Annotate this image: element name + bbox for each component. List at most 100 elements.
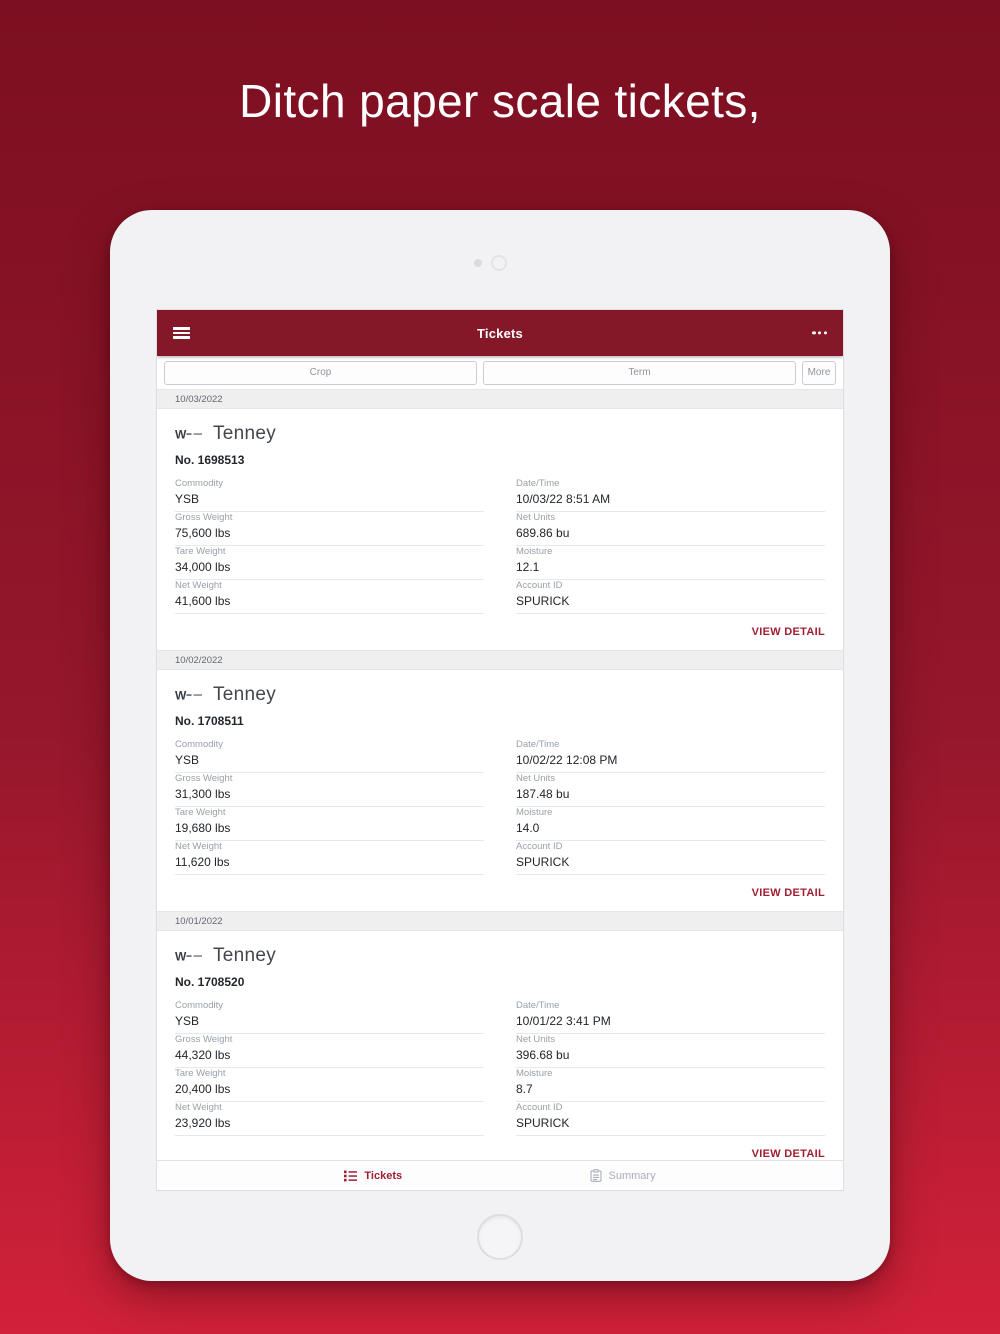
ticket-field: Moisture 14.0 bbox=[516, 807, 825, 841]
field-value: 19,680 lbs bbox=[175, 821, 484, 841]
field-label: Account ID bbox=[516, 841, 563, 852]
svg-text:W: W bbox=[175, 428, 187, 442]
ticket-fields: Commodity YSB Date/Time 10/01/22 3:41 PM… bbox=[175, 1000, 825, 1136]
ticket-card: W Tenney No. 1708511 Commodity YSB Date/… bbox=[157, 670, 843, 911]
field-label: Moisture bbox=[516, 807, 553, 818]
home-button[interactable] bbox=[477, 1214, 523, 1260]
field-label: Net Units bbox=[516, 773, 556, 784]
ticket-field: Date/Time 10/03/22 8:51 AM bbox=[516, 478, 825, 512]
field-label: Commodity bbox=[175, 478, 224, 489]
tenney-logo-icon: W bbox=[175, 947, 203, 965]
page-title: Tickets bbox=[477, 325, 523, 341]
tab-summary-label: Summary bbox=[608, 1169, 656, 1182]
hamburger-menu-icon[interactable] bbox=[173, 325, 190, 341]
date-group-header: 10/03/2022 bbox=[157, 389, 843, 409]
ticket-number: No. 1698513 bbox=[175, 453, 245, 467]
field-label: Net Units bbox=[516, 1034, 556, 1045]
field-value: 11,620 lbs bbox=[175, 855, 484, 875]
ticket-list: 10/03/2022 W Tenney No. 1698513 Commodit… bbox=[157, 389, 843, 1190]
field-label: Commodity bbox=[175, 739, 224, 750]
field-label: Net Weight bbox=[175, 1102, 222, 1113]
field-label: Gross Weight bbox=[175, 1034, 233, 1045]
field-value: 10/02/22 12:08 PM bbox=[516, 753, 825, 773]
tab-tickets-label: Tickets bbox=[364, 1169, 403, 1182]
summary-clipboard-icon bbox=[589, 1169, 602, 1182]
ticket-number: No. 1708511 bbox=[175, 714, 244, 728]
ticket-field: Net Units 689.86 bu bbox=[516, 512, 825, 546]
field-label: Net Weight bbox=[175, 841, 222, 852]
ticket-field: Gross Weight 75,600 lbs bbox=[175, 512, 484, 546]
field-value: YSB bbox=[175, 492, 484, 512]
field-value: 34,000 lbs bbox=[175, 560, 484, 580]
view-detail-link[interactable]: VIEW DETAIL bbox=[751, 626, 825, 638]
tab-tickets[interactable]: Tickets bbox=[344, 1170, 402, 1182]
filter-bar: Crop Term More bbox=[157, 356, 843, 389]
ipad-device-frame: Tickets Crop Term More 10/03/2022 W bbox=[110, 210, 890, 1281]
view-detail-link[interactable]: VIEW DETAIL bbox=[751, 1148, 825, 1160]
ticket-field: Net Weight 41,600 lbs bbox=[175, 580, 484, 614]
ticket-field: Tare Weight 19,680 lbs bbox=[175, 807, 484, 841]
field-value: 8.7 bbox=[516, 1082, 825, 1102]
ticket-field: Net Units 396.68 bu bbox=[516, 1034, 825, 1068]
date-group-header: 10/01/2022 bbox=[157, 911, 843, 931]
field-label: Moisture bbox=[516, 546, 553, 557]
ticket-fields: Commodity YSB Date/Time 10/03/22 8:51 AM… bbox=[175, 478, 825, 614]
tab-summary[interactable]: Summary bbox=[589, 1169, 656, 1182]
field-label: Account ID bbox=[516, 1102, 563, 1113]
field-value: SPURICK bbox=[516, 855, 825, 875]
field-value: 187.48 bu bbox=[516, 787, 825, 807]
field-value: 23,920 lbs bbox=[175, 1116, 484, 1136]
ticket-field: Net Weight 23,920 lbs bbox=[175, 1102, 484, 1136]
field-value: 44,320 lbs bbox=[175, 1048, 484, 1068]
field-label: Tare Weight bbox=[175, 546, 226, 557]
ticket-card: W Tenney No. 1708520 Commodity YSB Date/… bbox=[157, 931, 843, 1172]
ticket-number: No. 1708520 bbox=[175, 975, 245, 989]
marketing-headline: Ditch paper scale tickets, bbox=[239, 75, 761, 127]
brand-name: Tenney bbox=[213, 423, 277, 444]
ticket-field: Date/Time 10/01/22 3:41 PM bbox=[516, 1000, 825, 1034]
field-value: 396.68 bu bbox=[516, 1048, 825, 1068]
app-screen: Tickets Crop Term More 10/03/2022 W bbox=[156, 309, 844, 1191]
tenney-logo-icon: W bbox=[175, 686, 203, 704]
field-value: 41,600 lbs bbox=[175, 594, 484, 614]
view-detail-link[interactable]: VIEW DETAIL bbox=[751, 887, 825, 899]
crop-filter[interactable]: Crop bbox=[164, 360, 477, 385]
ticket-field: Account ID SPURICK bbox=[516, 580, 825, 614]
field-value: 75,600 lbs bbox=[175, 526, 484, 546]
ticket-field: Tare Weight 20,400 lbs bbox=[175, 1068, 484, 1102]
brand-name: Tenney bbox=[213, 684, 277, 705]
overflow-menu-icon[interactable] bbox=[812, 331, 827, 335]
field-label: Gross Weight bbox=[175, 773, 233, 784]
svg-text:W: W bbox=[175, 689, 187, 703]
field-value: 689.86 bu bbox=[516, 526, 825, 546]
field-value: YSB bbox=[175, 753, 484, 773]
field-value: 12.1 bbox=[516, 560, 825, 580]
ticket-field: Moisture 12.1 bbox=[516, 546, 825, 580]
field-label: Account ID bbox=[516, 580, 563, 591]
field-label: Net Weight bbox=[175, 580, 222, 591]
ticket-field: Account ID SPURICK bbox=[516, 1102, 825, 1136]
bottom-tab-bar: Tickets Summary bbox=[157, 1160, 843, 1190]
term-filter[interactable]: Term bbox=[483, 360, 796, 385]
tickets-list-icon bbox=[344, 1170, 358, 1182]
field-label: Moisture bbox=[516, 1068, 553, 1079]
front-camera-icon bbox=[491, 255, 507, 271]
field-value: 20,400 lbs bbox=[175, 1082, 484, 1102]
front-camera-dot bbox=[474, 259, 482, 267]
ticket-field: Net Weight 11,620 lbs bbox=[175, 841, 484, 875]
field-value: SPURICK bbox=[516, 1116, 825, 1136]
ticket-group: 10/02/2022 W Tenney No. 1708511 Commodit… bbox=[157, 650, 843, 911]
ticket-field: Gross Weight 31,300 lbs bbox=[175, 773, 484, 807]
ticket-card: W Tenney No. 1698513 Commodity YSB Date/… bbox=[157, 409, 843, 650]
ticket-field: Date/Time 10/02/22 12:08 PM bbox=[516, 739, 825, 773]
ticket-fields: Commodity YSB Date/Time 10/02/22 12:08 P… bbox=[175, 739, 825, 875]
more-filters-button[interactable]: More bbox=[802, 360, 836, 385]
field-value: 10/01/22 3:41 PM bbox=[516, 1014, 825, 1034]
ticket-field: Commodity YSB bbox=[175, 1000, 484, 1034]
field-label: Date/Time bbox=[516, 478, 560, 489]
app-header: Tickets bbox=[157, 310, 843, 356]
ticket-group: 10/03/2022 W Tenney No. 1698513 Commodit… bbox=[157, 389, 843, 650]
field-value: 31,300 lbs bbox=[175, 787, 484, 807]
ticket-field: Net Units 187.48 bu bbox=[516, 773, 825, 807]
ticket-field: Commodity YSB bbox=[175, 478, 484, 512]
